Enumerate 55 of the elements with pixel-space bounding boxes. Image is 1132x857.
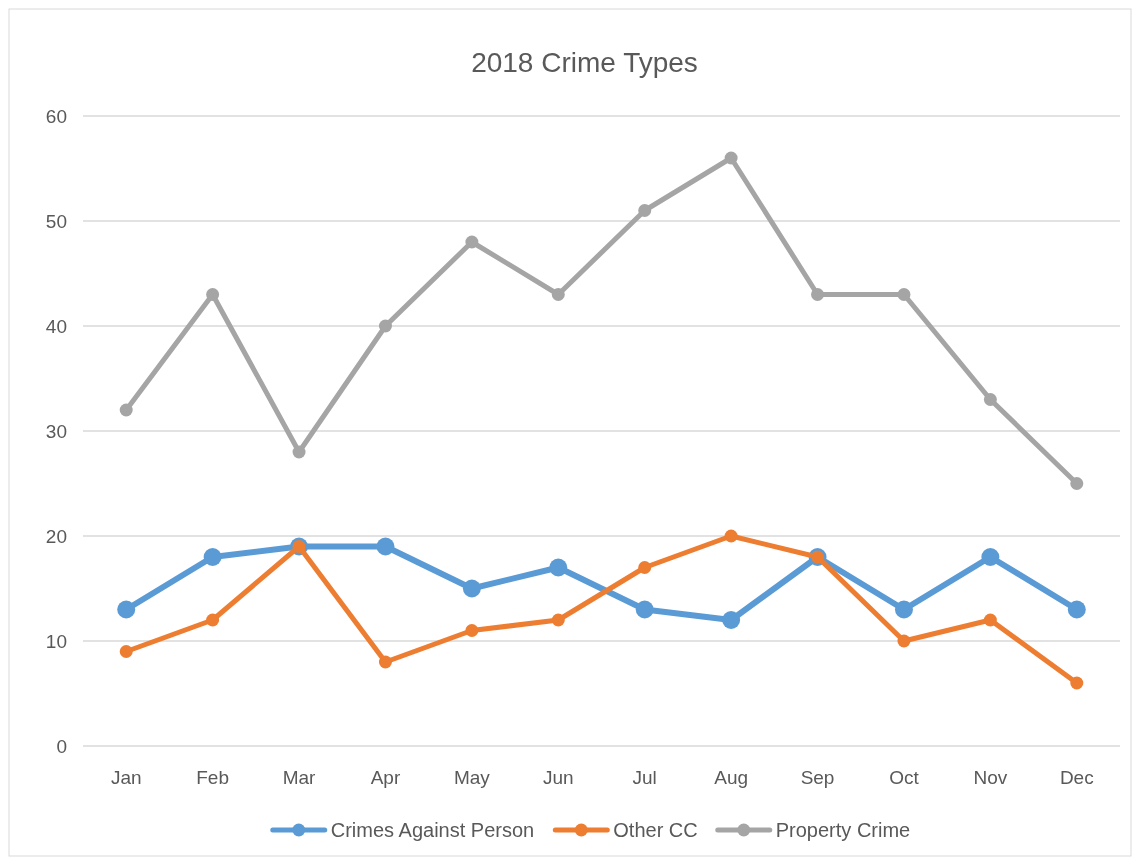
point <box>292 445 306 459</box>
point <box>722 611 741 629</box>
point <box>983 393 997 406</box>
point <box>897 634 911 648</box>
y-tick-label: 60 <box>45 105 67 127</box>
point <box>551 288 565 301</box>
point <box>378 319 392 333</box>
point <box>549 558 568 577</box>
y-tick-label: 0 <box>56 735 67 757</box>
point <box>465 624 479 637</box>
point <box>376 537 395 556</box>
point <box>462 579 481 598</box>
x-tick-label: Dec <box>1059 767 1094 788</box>
x-tick-label: Jul <box>632 767 657 788</box>
point <box>1070 477 1084 490</box>
point <box>724 151 738 165</box>
point <box>897 288 911 301</box>
point <box>378 655 392 669</box>
x-tick-label: Jan <box>110 767 142 788</box>
x-tick-label: Feb <box>196 767 229 788</box>
point <box>465 235 479 249</box>
point <box>894 600 913 619</box>
legend-label: Crimes Against Person <box>330 819 535 841</box>
point <box>206 288 220 301</box>
y-tick-label: 50 <box>45 210 67 232</box>
point <box>119 645 133 658</box>
x-tick-label: Nov <box>973 767 1008 788</box>
point <box>635 600 654 619</box>
x-tick-label: Apr <box>370 767 401 788</box>
x-tick-label: Oct <box>889 767 920 788</box>
point <box>117 600 136 619</box>
point <box>638 204 652 217</box>
legend-label: Property Crime <box>775 819 911 841</box>
point <box>638 561 652 574</box>
point <box>551 613 565 627</box>
chart-title: 2018 Crime Types <box>471 47 698 78</box>
point <box>203 548 222 566</box>
y-tick-label: 10 <box>45 630 67 652</box>
point <box>206 613 220 627</box>
y-tick-label: 20 <box>45 525 67 547</box>
point <box>724 529 738 543</box>
point <box>981 548 1000 566</box>
point <box>811 288 825 301</box>
x-tick-label: Sep <box>800 767 835 788</box>
x-tick-label: Jun <box>542 767 574 788</box>
x-tick-label: Aug <box>714 767 749 788</box>
x-tick-label: May <box>453 767 491 788</box>
legend-label: Other CC <box>613 819 698 841</box>
point <box>119 403 133 417</box>
point <box>983 613 997 627</box>
y-tick-label: 40 <box>45 315 67 337</box>
point <box>1067 600 1086 619</box>
point <box>1070 676 1084 690</box>
x-tick-label: Mar <box>282 767 317 788</box>
y-tick-label: 30 <box>45 420 67 442</box>
